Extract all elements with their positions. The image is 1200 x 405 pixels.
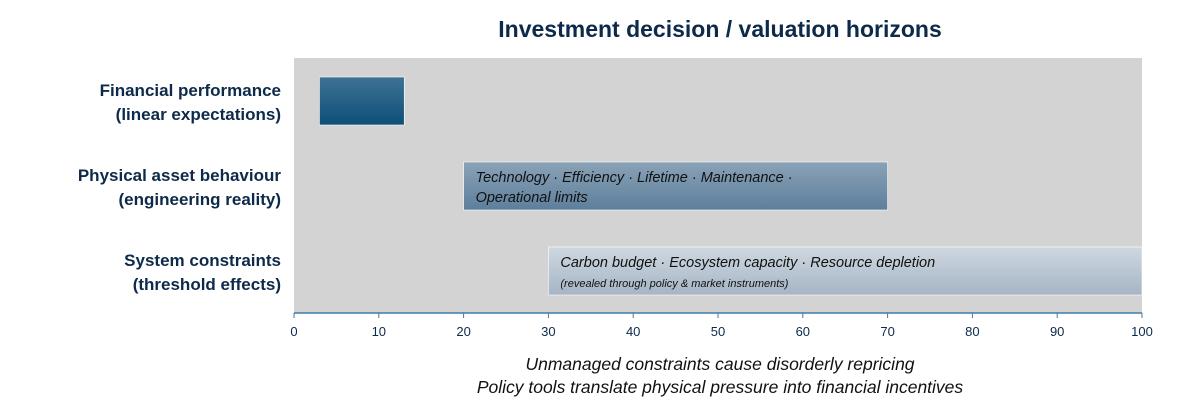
- bars-layer: Technology · Efficiency · Lifetime · Mai…: [319, 76, 1143, 296]
- x-tick-label-6: 60: [796, 324, 810, 339]
- category-label-0: Financial performance: [100, 81, 281, 100]
- x-tick-label-2: 20: [456, 324, 470, 339]
- x-axis: 0 10 20 30 40 50 60 70 80 90 100: [290, 312, 1153, 339]
- x-tick-label-0: 0: [290, 324, 297, 339]
- bar-1: [463, 161, 888, 211]
- captions: Unmanaged constraints cause disorderly r…: [477, 354, 964, 397]
- bar-subtext-1: Operational limits: [476, 190, 588, 206]
- category-label-2: System constraints: [124, 251, 281, 270]
- x-tick-label-3: 30: [541, 324, 555, 339]
- category-sublabel-1: (engineering reality): [119, 190, 281, 209]
- bar-text-1: Technology · Efficiency · Lifetime · Mai…: [476, 170, 793, 186]
- category-labels: Financial performance (linear expectation…: [78, 81, 282, 294]
- x-tick-label-5: 50: [711, 324, 725, 339]
- x-tick-label-1: 10: [372, 324, 386, 339]
- category-sublabel-0: (linear expectations): [116, 105, 281, 124]
- x-tick-label-8: 80: [965, 324, 979, 339]
- bar-text-2: Carbon budget · Ecosystem capacity · Res…: [560, 255, 935, 271]
- caption-line-2: Policy tools translate physical pressure…: [477, 377, 964, 397]
- x-tick-label-7: 70: [880, 324, 894, 339]
- bar-subtext-2: (revealed through policy & market instru…: [560, 278, 788, 290]
- category-label-1: Physical asset behaviour: [78, 166, 282, 185]
- chart-title: Investment decision / valuation horizons: [498, 16, 941, 42]
- bar-2: [548, 246, 1143, 296]
- category-sublabel-2: (threshold effects): [133, 275, 281, 294]
- bar-0: [319, 76, 405, 126]
- caption-line-1: Unmanaged constraints cause disorderly r…: [525, 354, 914, 374]
- x-tick-label-4: 40: [626, 324, 640, 339]
- x-tick-label-10: 100: [1131, 324, 1153, 339]
- x-tick-label-9: 90: [1050, 324, 1064, 339]
